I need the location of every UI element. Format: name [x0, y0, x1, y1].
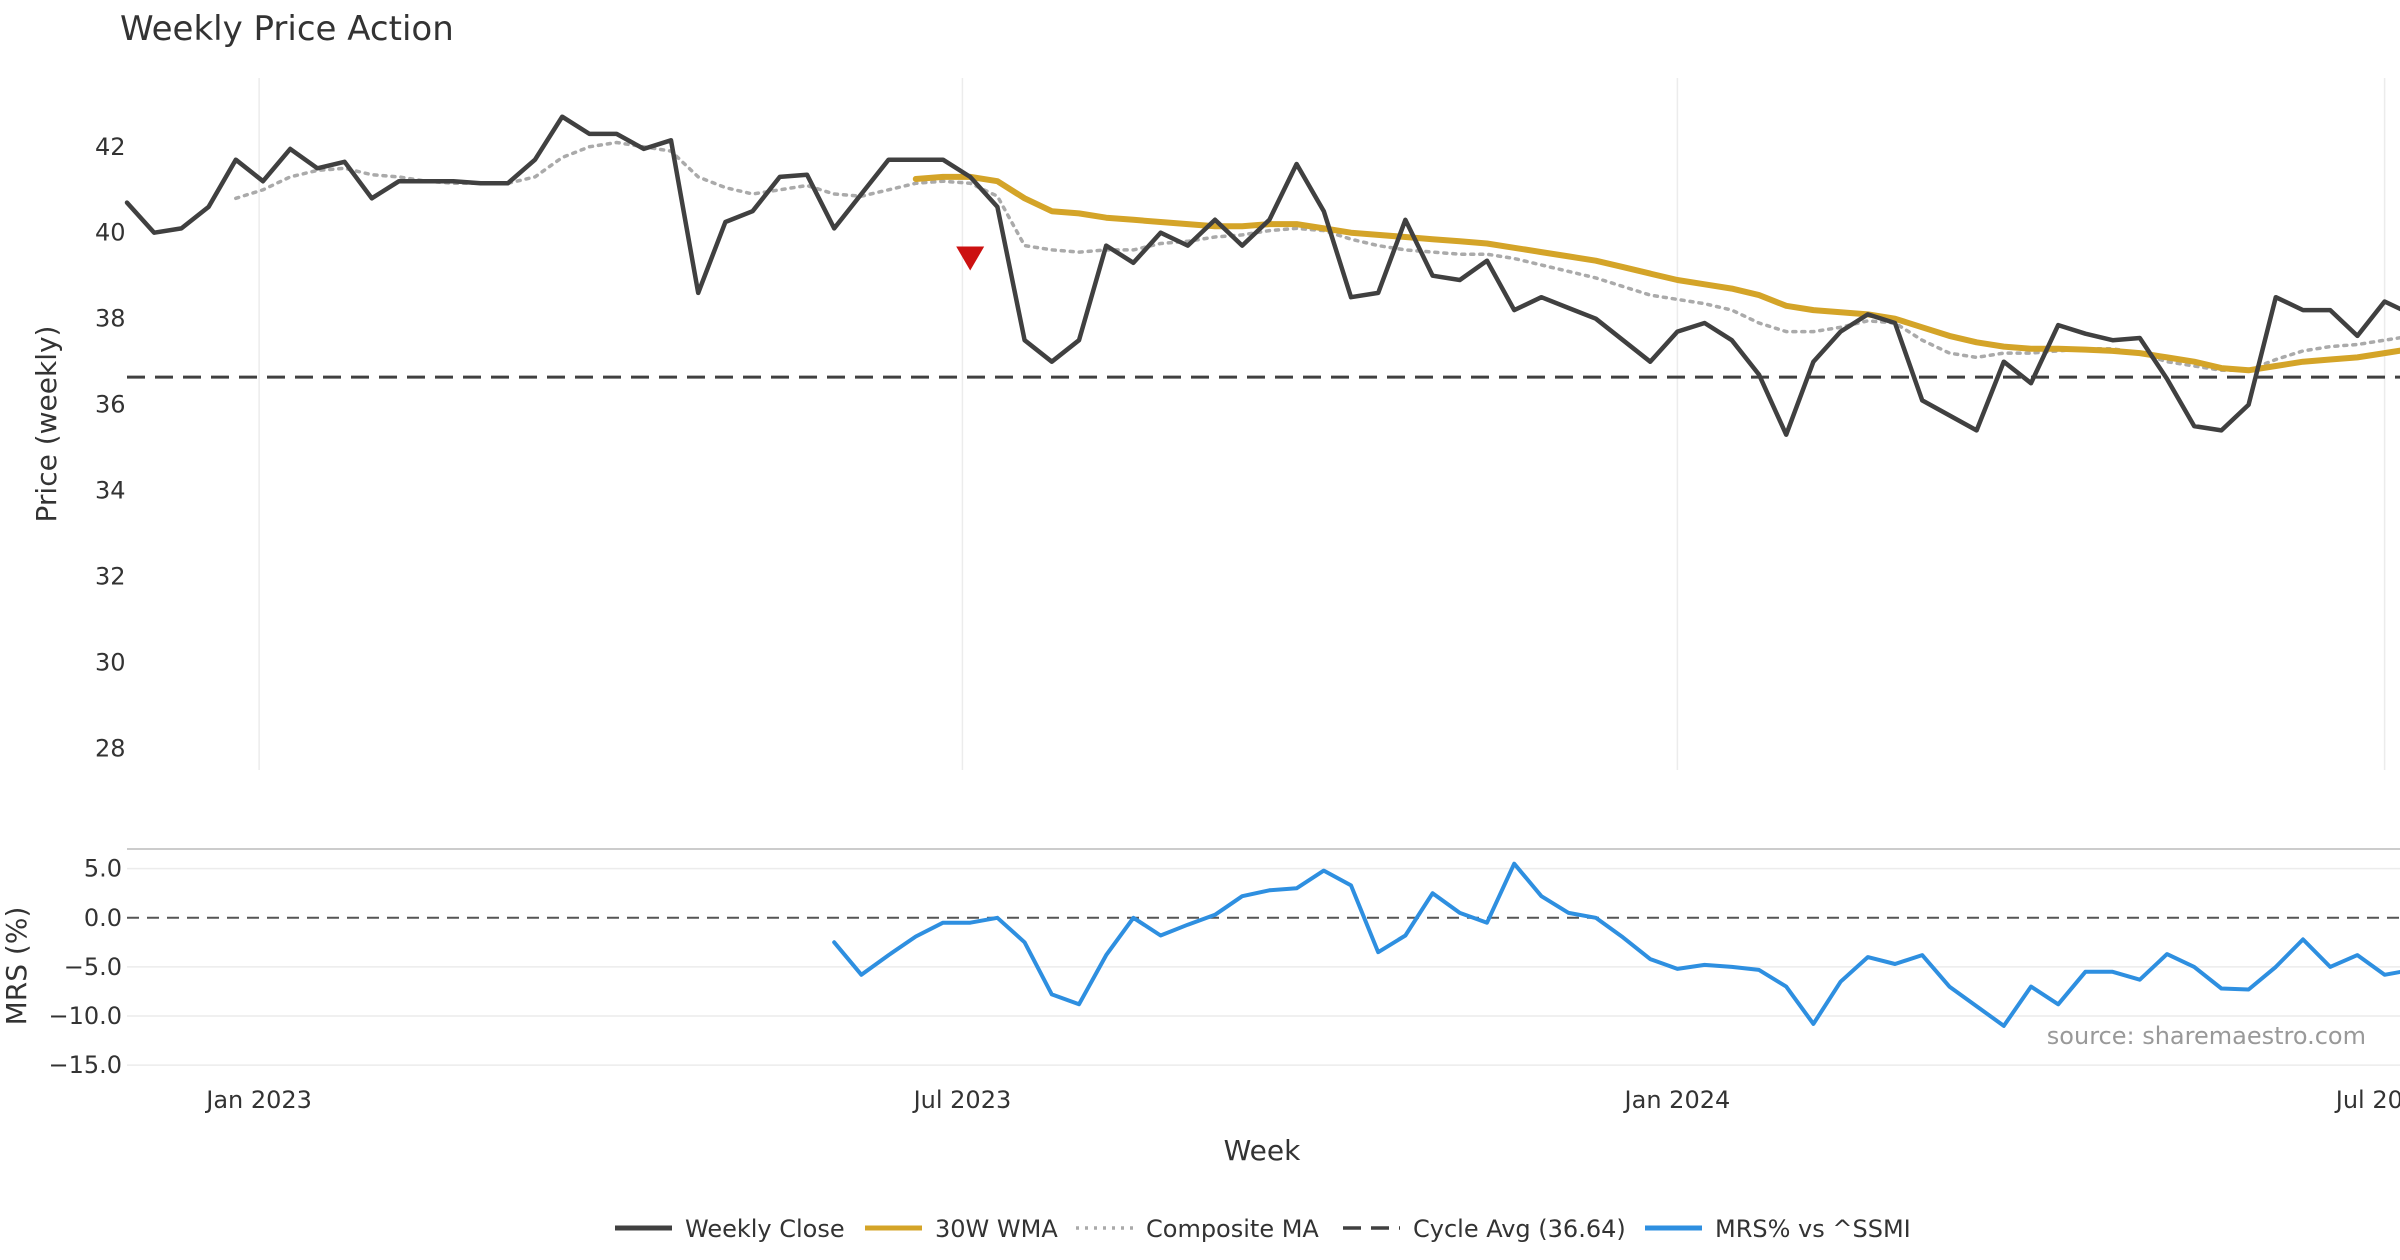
- mrs-y-tick-2: −5.0: [64, 953, 122, 981]
- mrs-y-tick-0: 5.0: [84, 855, 122, 883]
- price-y-ticks: 28 30 32 34 36 38 40 42: [95, 133, 126, 763]
- x-tick-label-0: Jan 2023: [204, 1086, 312, 1114]
- wma-30-series: [912, 173, 2400, 374]
- legend-label-2: Composite MA: [1146, 1215, 1319, 1243]
- mrs-gridlines: [127, 867, 2400, 1066]
- x-tick-label-2: Jan 2024: [1623, 1086, 1731, 1114]
- mrs-y-tick-1: 0.0: [84, 904, 122, 932]
- price-y-tick-1: 30: [95, 649, 126, 677]
- price-y-tick-5: 38: [95, 305, 126, 333]
- legend-label-3: Cycle Avg (36.64): [1413, 1215, 1626, 1243]
- legend-item-4: MRS% vs ^SSMI: [1645, 1215, 1911, 1243]
- legend: Weekly Close 30W WMA Composite MA Cycle Avg…: [615, 1215, 1911, 1243]
- legend-label-0: Weekly Close: [685, 1215, 845, 1243]
- mrs-y-tick-4: −15.0: [48, 1051, 122, 1079]
- price-axis-title: Price (weekly): [30, 326, 63, 523]
- legend-item-1: 30W WMA: [865, 1215, 1058, 1243]
- legend-item-3: Cycle Avg (36.64): [1343, 1215, 1626, 1243]
- mrs-series: [832, 861, 2400, 1028]
- price-y-tick-0: 28: [95, 735, 126, 763]
- source-label: source: sharemaestro.com: [2047, 1022, 2366, 1050]
- chart-title: Weekly Price Action: [120, 9, 454, 49]
- legend-item-2: Composite MA: [1076, 1215, 1319, 1243]
- price-y-tick-7: 42: [95, 133, 126, 161]
- price-y-tick-6: 40: [95, 219, 126, 247]
- weekly-close-series: [124, 114, 2400, 437]
- mrs-y-ticks: 5.0 0.0 −5.0 −10.0 −15.0: [48, 855, 122, 1080]
- legend-label-1: 30W WMA: [935, 1215, 1058, 1243]
- legend-item-0: Weekly Close: [615, 1215, 845, 1243]
- x-tick-label-3: Jul 2024: [2334, 1086, 2400, 1114]
- price-y-tick-4: 36: [95, 391, 126, 419]
- vertical-gridlines: [258, 78, 2386, 770]
- mrs-y-tick-3: −10.0: [48, 1002, 122, 1030]
- price-y-tick-3: 34: [95, 477, 126, 505]
- price-y-tick-2: 32: [95, 563, 126, 591]
- x-tick-label-1: Jul 2023: [912, 1086, 1012, 1114]
- composite-ma-series: [234, 140, 2400, 373]
- legend-label-4: MRS% vs ^SSMI: [1715, 1215, 1911, 1243]
- mrs-axis-title: MRS (%): [0, 907, 33, 1026]
- signal-marker: [956, 246, 985, 271]
- x-axis-title: Week: [1224, 1134, 1301, 1167]
